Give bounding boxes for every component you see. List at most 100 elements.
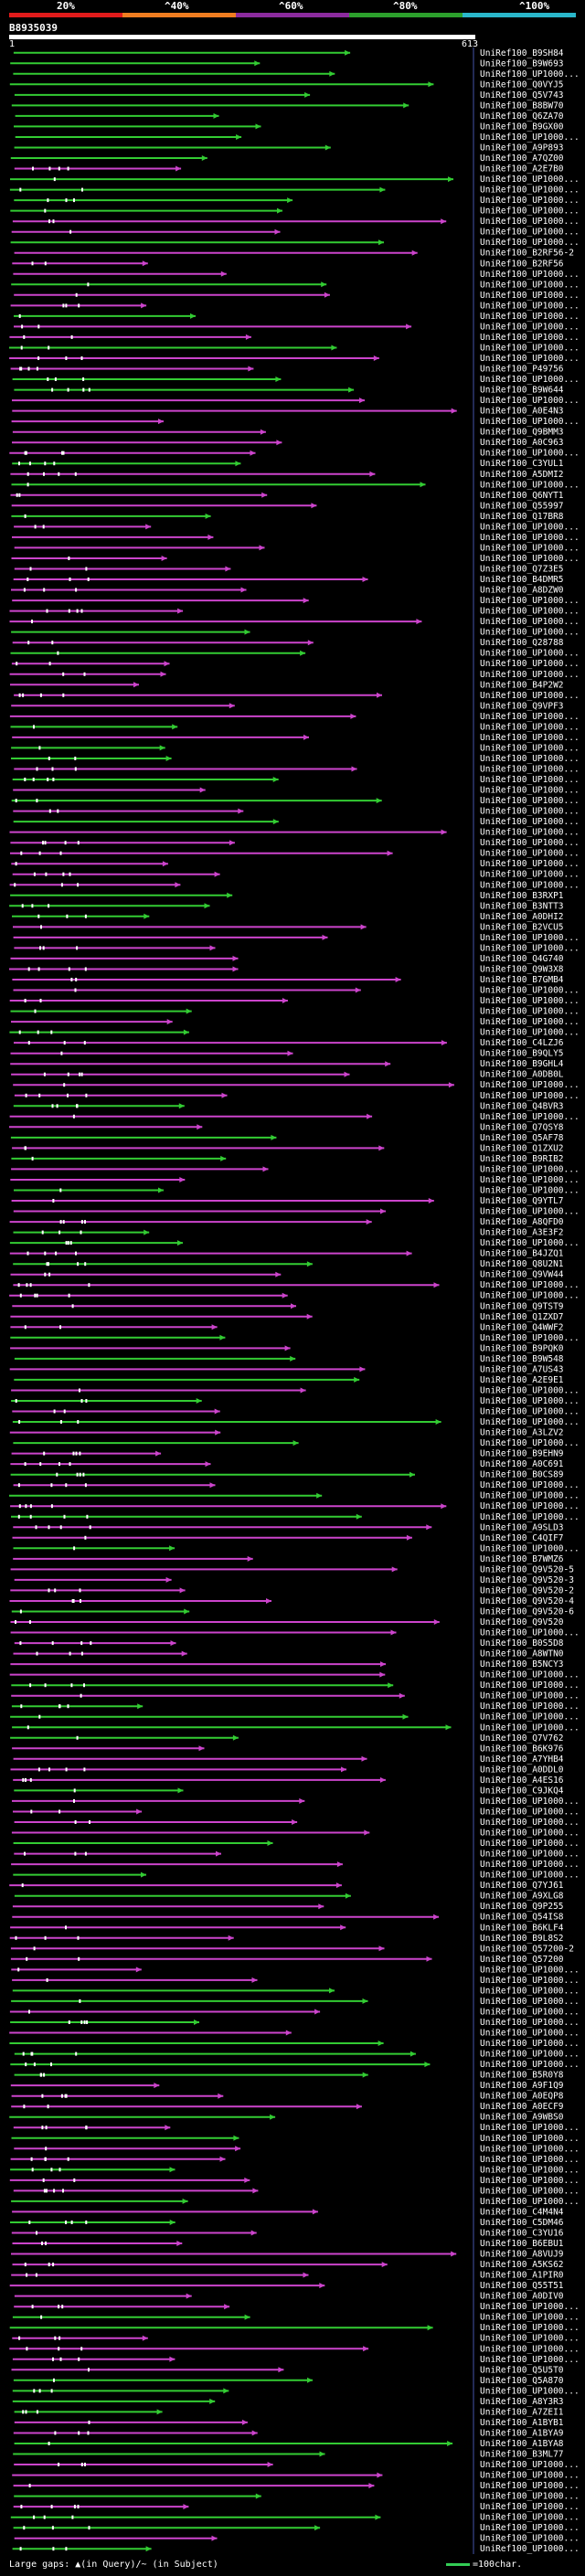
hit-label[interactable]: UniRef100_B9RIB2 [480,1154,564,1164]
hit-row[interactable]: UniRef100_UP1000... [13,1839,580,1849]
hit-row[interactable]: UniRef100_UP1000... [13,1080,580,1090]
hit-row[interactable]: UniRef100_UP1000... [14,691,580,701]
hit-row[interactable]: UniRef100_B5NCY3 [10,1659,564,1670]
hit-row[interactable]: UniRef100_A8Y3R3 [12,2397,564,2407]
hit-row[interactable]: UniRef100_UP1000... [10,301,580,311]
hit-row[interactable]: UniRef100_UP1000... [10,1175,580,1185]
hit-row[interactable]: UniRef100_UP1000... [11,280,580,290]
hit-label[interactable]: UniRef100_Q9VW44 [480,1270,564,1280]
hit-label[interactable]: UniRef100_UP1000... [480,2123,580,2133]
hit-label[interactable]: UniRef100_B7GMB4 [480,975,564,985]
hit-row[interactable]: UniRef100_UP1000... [14,543,580,553]
hit-row[interactable]: UniRef100_UP1000... [9,2008,580,2018]
hit-label[interactable]: UniRef100_B6EBU1 [480,2239,564,2249]
hit-label[interactable]: UniRef100_UP1000... [480,522,580,532]
hit-row[interactable]: UniRef100_Q9W3X8 [9,965,564,975]
hit-row[interactable]: UniRef100_Q9VW44 [10,1270,564,1280]
hit-label[interactable]: UniRef100_B9PQK0 [480,1343,564,1353]
hit-row[interactable]: UniRef100_Q4G740 [10,954,564,964]
hit-label[interactable]: UniRef100_UP1000... [480,2523,580,2533]
hit-row[interactable]: UniRef100_UP1000... [11,1997,580,2007]
hit-label[interactable]: UniRef100_B9SH84 [480,48,564,58]
hit-row[interactable]: UniRef100_UP1000... [10,2018,580,2028]
hit-label[interactable]: UniRef100_A0ECF9 [480,2102,564,2112]
hit-row[interactable]: UniRef100_A9F1Q9 [10,2081,564,2091]
hit-row[interactable]: UniRef100_UP1000... [12,2334,580,2344]
hit-label[interactable]: UniRef100_UP1000... [480,1860,580,1870]
hit-label[interactable]: UniRef100_C3YUL1 [480,459,564,469]
hit-row[interactable]: UniRef100_B9PQK0 [10,1343,564,1353]
hit-row[interactable]: UniRef100_UP1000... [13,2123,580,2133]
hit-label[interactable]: UniRef100_UP1000... [480,1396,580,1406]
hit-label[interactable]: UniRef100_UP1000... [480,270,580,280]
hit-row[interactable]: UniRef100_UP1000... [12,375,580,385]
hit-row[interactable]: UniRef100_A9P893 [14,143,564,154]
hit-label[interactable]: UniRef100_UP1000... [480,554,580,564]
hit-row[interactable]: UniRef100_Q9V520-3 [14,1575,574,1585]
hit-label[interactable]: UniRef100_Q5V743 [480,90,564,101]
hit-row[interactable]: UniRef100_Q54IS8 [12,1913,564,1923]
hit-row[interactable]: UniRef100_UP1000... [10,1007,580,1017]
hit-label[interactable]: UniRef100_B9EHN9 [480,1449,564,1459]
hit-label[interactable]: UniRef100_UP1000... [480,1017,580,1027]
hit-label[interactable]: UniRef100_B5R0Y8 [480,2071,564,2081]
hit-row[interactable]: UniRef100_Q6NYT1 [10,491,564,501]
hit-row[interactable]: UniRef100_B2VCU5 [13,922,564,932]
hit-row[interactable]: UniRef100_Q4WWF2 [10,1322,564,1332]
hit-label[interactable]: UniRef100_UP1000... [480,196,580,206]
hit-label[interactable]: UniRef100_UP1000... [480,1723,580,1733]
hit-row[interactable]: UniRef100_UP1000... [11,743,580,753]
hit-row[interactable]: UniRef100_UP1000... [9,670,580,680]
hit-row[interactable]: UniRef100_B6K976 [12,1744,564,1754]
hit-row[interactable]: UniRef100_UP1000... [11,659,580,669]
hit-label[interactable]: UniRef100_UP1000... [480,2144,580,2154]
hit-label[interactable]: UniRef100_B4P2W2 [480,680,564,690]
hit-row[interactable]: UniRef100_UP1000... [12,1723,580,1733]
hit-row[interactable]: UniRef100_UP1000... [13,1438,580,1448]
hit-row[interactable]: UniRef100_UP1000... [9,449,580,459]
hit-row[interactable]: UniRef100_Q55T51 [9,2281,564,2291]
hit-label[interactable]: UniRef100_UP1000... [480,1512,580,1522]
hit-row[interactable]: UniRef100_Q9VPF3 [11,701,564,711]
hit-label[interactable]: UniRef100_A7US43 [480,1364,564,1374]
hit-label[interactable]: UniRef100_Q9W3X8 [480,965,564,975]
hit-label[interactable]: UniRef100_UP1000... [480,1986,580,1996]
hit-row[interactable]: UniRef100_A0C963 [12,438,564,448]
hit-label[interactable]: UniRef100_Q7YJ61 [480,1881,564,1891]
hit-row[interactable]: UniRef100_Q6ZA70 [15,111,564,122]
hit-label[interactable]: UniRef100_Q9V520-5 [480,1564,574,1574]
hit-label[interactable]: UniRef100_UP1000... [480,2481,580,2491]
hit-label[interactable]: UniRef100_UP1000... [480,765,580,775]
hit-row[interactable]: UniRef100_UP1000... [14,1818,580,1828]
hit-label[interactable]: UniRef100_UP1000... [480,2039,580,2049]
hit-label[interactable]: UniRef100_UP1000... [480,1491,580,1501]
hit-label[interactable]: UniRef100_Q17BR8 [480,512,564,522]
hit-row[interactable]: UniRef100_Q7QSY8 [9,1122,564,1132]
hit-label[interactable]: UniRef100_UP1000... [480,1280,580,1290]
hit-row[interactable]: UniRef100_C4M4N4 [12,2207,564,2217]
hit-label[interactable]: UniRef100_B6KLF4 [480,1923,564,1933]
hit-label[interactable]: UniRef100_A9P893 [480,143,564,154]
hit-label[interactable]: UniRef100_P49756 [480,365,564,375]
hit-label[interactable]: UniRef100_UP1000... [480,596,580,606]
hit-label[interactable]: UniRef100_UP1000... [480,2544,580,2554]
hit-label[interactable]: UniRef100_B2RF56-2 [480,249,574,259]
hit-row[interactable]: UniRef100_Q4BVR3 [13,1101,564,1111]
hit-row[interactable]: UniRef100_Q57200-2 [10,1944,574,1954]
hit-label[interactable]: UniRef100_A3E3F2 [480,1228,564,1238]
hit-label[interactable]: UniRef100_UP1000... [480,280,580,290]
hit-row[interactable]: UniRef100_Q9TST9 [12,1301,564,1311]
hit-row[interactable]: UniRef100_Q55997 [11,501,564,511]
hit-row[interactable]: UniRef100_A0DIV0 [14,2292,564,2302]
hit-label[interactable]: UniRef100_UP1000... [480,2165,580,2175]
hit-label[interactable]: UniRef100_A3LZV2 [480,1428,564,1438]
hit-row[interactable]: UniRef100_B6EBU1 [12,2239,564,2249]
hit-row[interactable]: UniRef100_UP1000... [11,1701,580,1712]
hit-row[interactable]: UniRef100_B9RIB2 [11,1154,564,1164]
hit-label[interactable]: UniRef100_B3RXP1 [480,891,564,901]
hit-row[interactable]: UniRef100_A3E3F2 [13,1228,564,1238]
hit-row[interactable]: UniRef100_UP1000... [13,933,580,943]
hit-label[interactable]: UniRef100_B3NTT3 [480,901,564,911]
hit-label[interactable]: UniRef100_UP1000... [480,2502,580,2512]
hit-row[interactable]: UniRef100_Q8U2N1 [13,1259,564,1269]
